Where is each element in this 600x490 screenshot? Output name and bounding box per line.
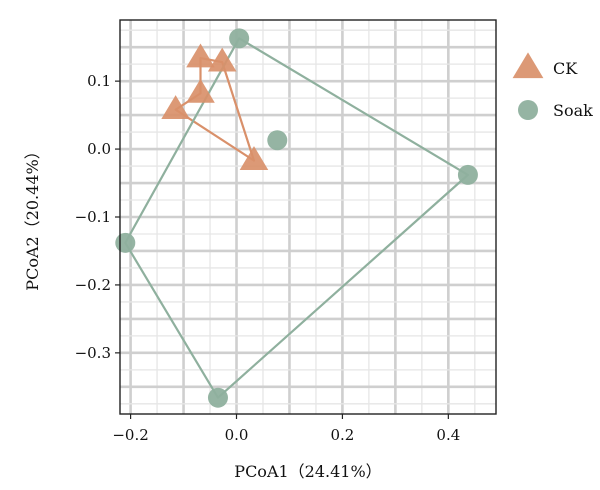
point-ck xyxy=(239,146,269,170)
point-ck xyxy=(207,47,237,72)
legend-label-soak: Soak xyxy=(553,101,593,120)
y-tick-label: 0.0 xyxy=(87,140,111,158)
x-tick-label: 0.0 xyxy=(225,426,249,444)
y-tick-label: −0.3 xyxy=(75,344,111,362)
point-soak xyxy=(457,164,478,185)
legend: CK Soak xyxy=(512,52,593,120)
legend-label-ck: CK xyxy=(553,59,578,78)
point-soak xyxy=(207,387,228,408)
y-axis-ticks: 0.1 0.0 −0.1 −0.2 −0.3 xyxy=(75,72,120,362)
point-soak xyxy=(115,232,136,253)
y-tick-label: −0.1 xyxy=(75,208,111,226)
x-axis-title: PCoA1（24.41%） xyxy=(234,462,381,481)
point-soak xyxy=(267,130,288,151)
point-ck xyxy=(186,43,215,68)
hull-ck xyxy=(174,56,256,162)
legend-marker-soak xyxy=(518,100,538,120)
legend-marker-ck xyxy=(512,52,544,79)
x-tick-label: 0.4 xyxy=(436,426,460,444)
point-soak xyxy=(229,28,250,49)
y-axis-title: PCoA2（20.44%） xyxy=(23,143,42,290)
y-tick-label: −0.2 xyxy=(75,276,111,294)
x-tick-label: −0.2 xyxy=(112,426,148,444)
point-ck xyxy=(186,78,215,103)
grid xyxy=(120,20,496,414)
x-axis-ticks: −0.2 0.0 0.2 0.4 xyxy=(112,414,460,444)
y-tick-label: 0.1 xyxy=(87,72,111,90)
point-ck xyxy=(161,95,190,120)
x-tick-label: 0.2 xyxy=(330,426,354,444)
